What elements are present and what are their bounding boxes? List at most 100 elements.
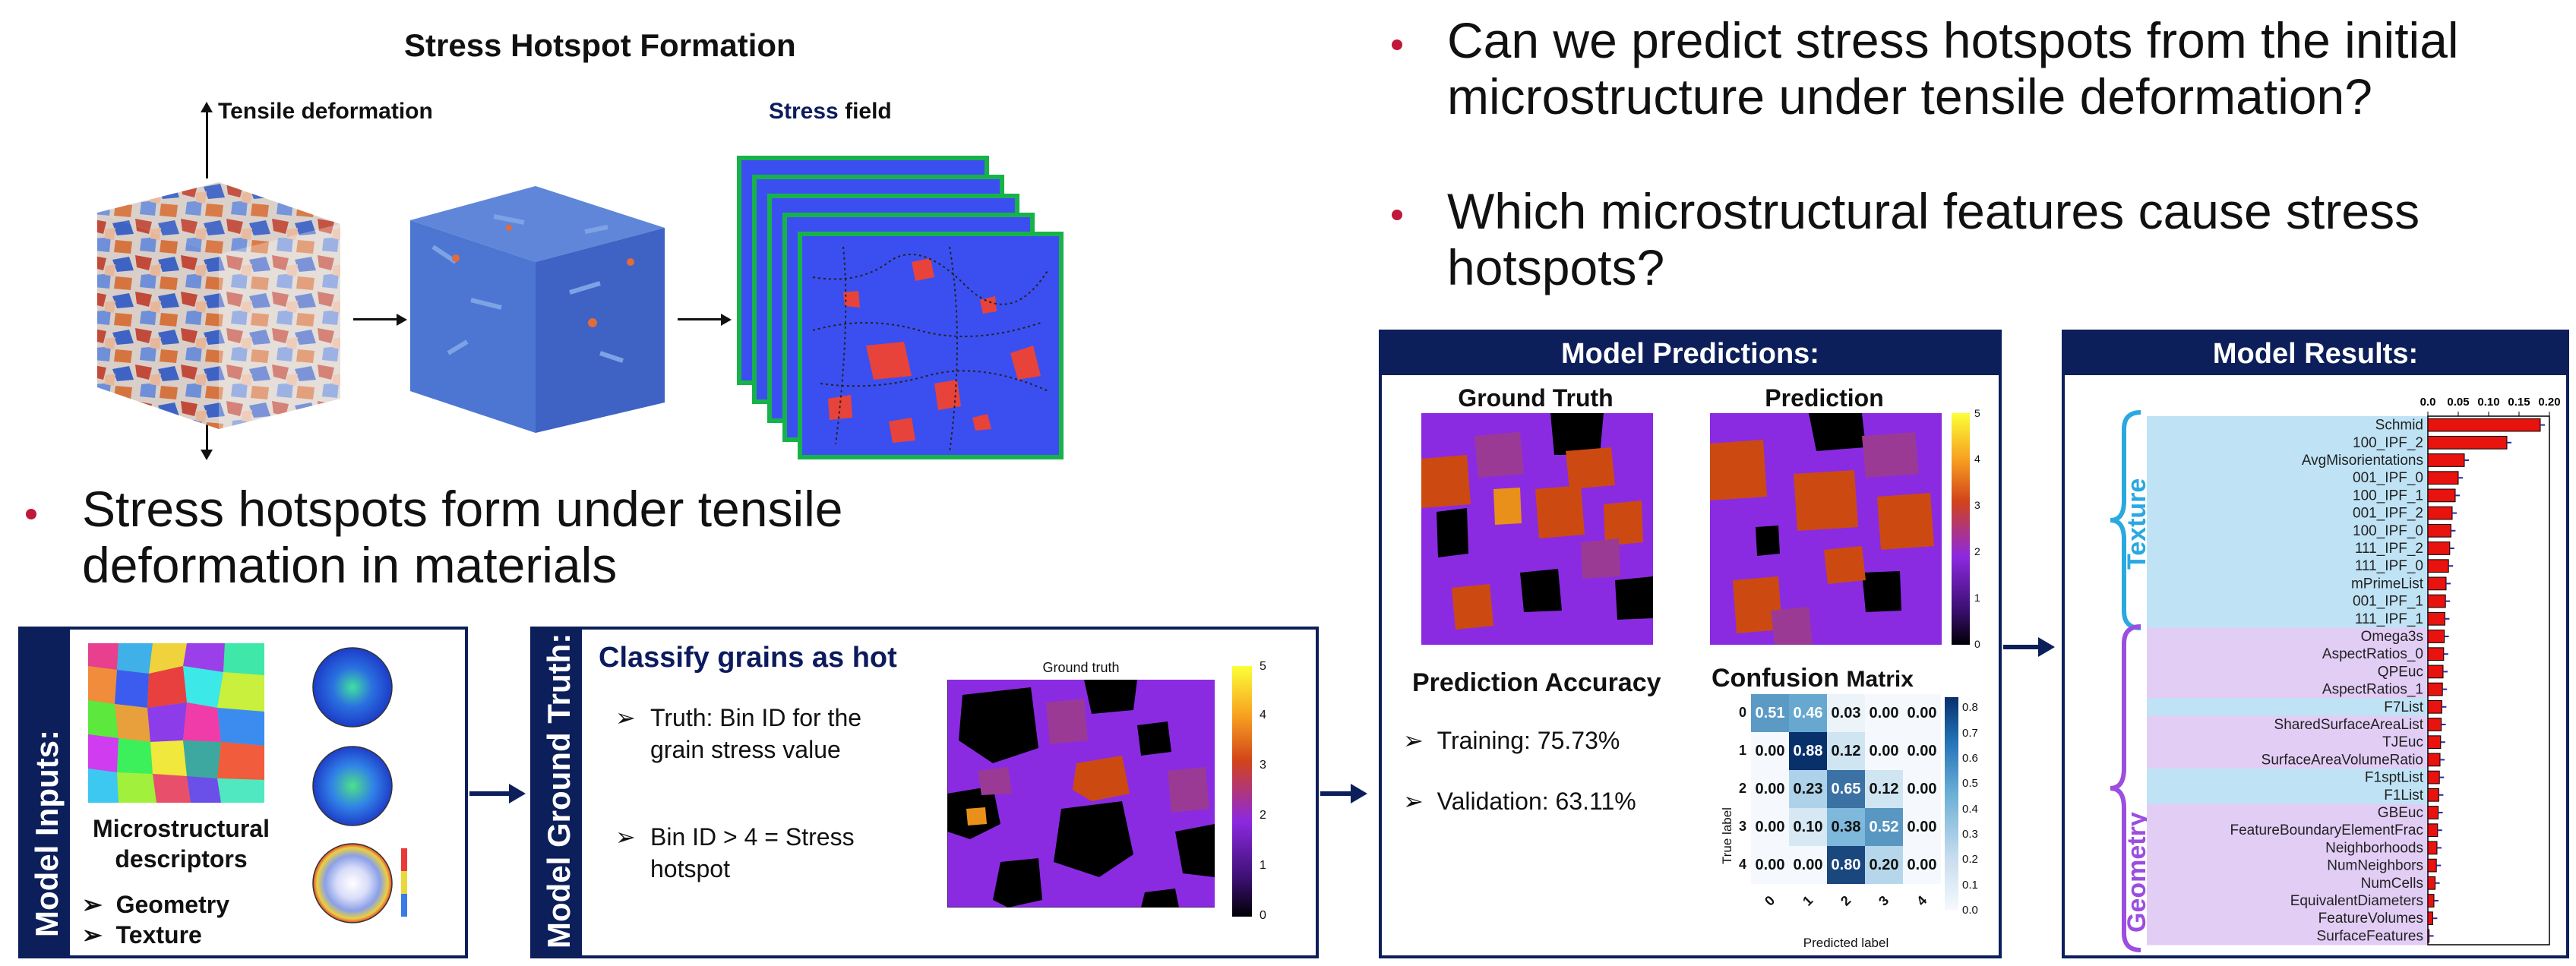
group-band [2147, 557, 2428, 576]
importance-bar [2427, 488, 2456, 503]
model-results-box: Model Results: Texture Geometry 0.0 0.05 0… [2062, 330, 2569, 958]
pred-pred-title: Prediction [1765, 384, 1884, 412]
feature-label: F7List [2384, 699, 2423, 715]
cm-cell: 0.00 [1903, 846, 1941, 884]
group-band [2147, 750, 2428, 769]
feature-importance-chart: 0.0 0.05 0.10 0.15 0.20 Schmid 100_IPF_2 AvgMis… [2147, 386, 2563, 948]
ground-truth-map [947, 680, 1215, 908]
validation-accuracy: ➢ Validation: 63.11% [1403, 788, 1636, 815]
cm-cell: 0.12 [1865, 770, 1903, 808]
field-word: field [845, 99, 892, 124]
cm-cell: 0.38 [1827, 808, 1865, 846]
importance-bar [2427, 699, 2442, 714]
cm-cell: 0.03 [1827, 694, 1865, 732]
item-arrow: ➢ [615, 704, 636, 731]
group-band [2147, 769, 2428, 787]
cm-cell: 0.80 [1827, 846, 1865, 884]
classify-heading: Classify grains as hot [599, 642, 897, 674]
feature-label: EquivalentDiameters [2290, 893, 2423, 909]
cm-cell: 0.00 [1903, 770, 1941, 808]
item-arrow: ➢ [615, 823, 636, 851]
cbar-tick: 0 [1260, 909, 1266, 922]
group-band [2147, 892, 2428, 911]
x-tick-label: 0.05 [2447, 396, 2469, 409]
tensile-label: Tensile deformation [218, 99, 433, 124]
importance-bar [2427, 682, 2443, 696]
cm-cell: 0.00 [1751, 732, 1789, 770]
gt-colorbar [1232, 666, 1252, 917]
cm-colorbar-tick: 0.3 [1962, 828, 1978, 841]
x-tick-label: 0.15 [2508, 396, 2530, 409]
group-band [2147, 698, 2428, 716]
group-band [2147, 627, 2428, 646]
cm-cell: 0.00 [1903, 808, 1941, 846]
item-arrow: ➢ [82, 891, 116, 918]
model-inputs-bar [21, 630, 70, 955]
stress-field-label: Stress field [769, 99, 892, 125]
group-band [2147, 469, 2428, 488]
feature-label: NumNeighbors [2327, 858, 2423, 874]
cm-cell: 0.46 [1789, 694, 1827, 732]
cm-row-label: 3 [1739, 819, 1747, 834]
arrow-cube2-to-stack [678, 318, 723, 320]
feature-label: NumCells [2361, 876, 2423, 892]
model-results-header: Model Results: [2065, 333, 2566, 375]
importance-bar [2427, 823, 2439, 838]
feature-label: mPrimeList [2351, 576, 2424, 592]
group-band [2147, 803, 2428, 822]
tensile-arrow-up [206, 106, 208, 178]
group-band [2147, 451, 2428, 470]
importance-bar [2427, 753, 2441, 767]
cbar-tick: 4 [1974, 453, 1980, 465]
importance-bar [2427, 788, 2439, 802]
cm-colorbar-tick: 0.4 [1962, 802, 1978, 816]
group-band [2147, 715, 2428, 734]
feature-label: 100_IPF_2 [2353, 435, 2423, 451]
arrowhead-cube2 [397, 314, 407, 326]
input-item-geometry: ➢ Geometry [82, 891, 229, 918]
importance-bar [2427, 611, 2445, 626]
feature-label: 111_IPF_0 [2355, 558, 2423, 574]
importance-bar [2427, 806, 2439, 819]
arrow-inputs-to-truth [469, 791, 511, 796]
model-inputs-label: Model Inputs: [29, 730, 65, 937]
pole-figure-2 [312, 746, 393, 826]
feature-label: 100_IPF_1 [2353, 488, 2423, 504]
model-ground-truth-bar [533, 630, 582, 955]
cbar-tick: 2 [1260, 809, 1266, 822]
cm-colorbar-tick: 0.0 [1962, 904, 1978, 917]
cm-cell: 0.00 [1865, 694, 1903, 732]
cm-cell: 0.51 [1751, 694, 1789, 732]
prediction-accuracy-title: Prediction Accuracy [1412, 668, 1661, 697]
confusion-matrix-xlabel: Predicted label [1803, 936, 1889, 950]
gt-map-title: Ground truth [1042, 660, 1120, 675]
item-arrow: ➢ [1403, 727, 1437, 754]
x-tick-label: 0.0 [2420, 396, 2436, 409]
feature-label: Schmid [2375, 418, 2423, 434]
feature-label: SharedSurfaceAreaList [2274, 717, 2424, 733]
group-band [2147, 909, 2428, 928]
importance-bar [2427, 735, 2442, 750]
question-1: Can we predict stress hotspots from the … [1447, 12, 2459, 125]
group-band [2147, 486, 2428, 505]
cm-colorbar-tick: 0.2 [1962, 853, 1978, 867]
arrowhead-predictions [1351, 784, 1367, 803]
feature-label: AspectRatios_1 [2322, 682, 2423, 698]
importance-bar [2427, 665, 2444, 679]
cm-cell: 0.00 [1865, 732, 1903, 770]
feature-label: 001_IPF_1 [2353, 594, 2423, 610]
group-band [2147, 434, 2428, 452]
section-title: Stress Hotspot Formation [404, 27, 796, 63]
group-band [2147, 838, 2428, 857]
cm-cell: 0.00 [1751, 846, 1789, 884]
grain-orientation-map [88, 643, 264, 803]
stress-map-front [798, 232, 1064, 459]
confusion-matrix-ylabel: True label [1720, 807, 1734, 864]
importance-bar [2427, 770, 2440, 784]
left-bullet-text: Stress hotspots form under tensile defor… [82, 481, 843, 593]
arrowhead-results [2038, 637, 2055, 657]
cm-colorbar-tick: 0.5 [1962, 777, 1978, 791]
feature-label: Omega3s [2361, 629, 2423, 645]
group-band [2147, 610, 2428, 628]
